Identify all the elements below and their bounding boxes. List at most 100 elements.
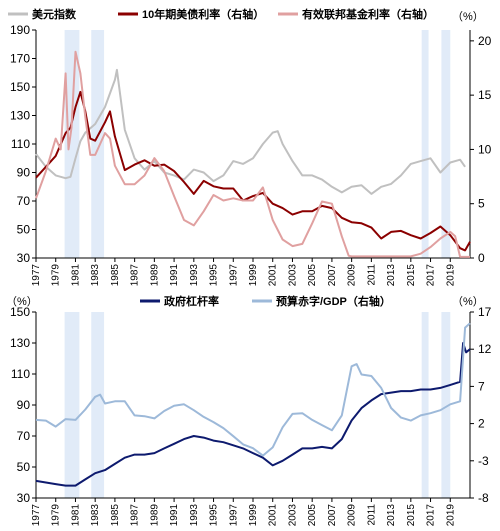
bottom-series-lines [35,322,471,487]
top-x-tick-label: 1981 [70,264,81,287]
bottom-left-tick-label: 50 [17,460,31,474]
top-right-tick-label: 20 [478,34,492,48]
bottom-x-tick-label: 2009 [347,504,358,527]
bottom-x-tick-label: 1999 [248,504,259,527]
top-x-tick-label: 1979 [51,264,62,287]
bottom-left-tick-label: 90 [17,398,31,412]
bottom-right-tick-label: 7 [478,379,485,393]
top-x-tick-label: 1989 [149,264,160,287]
top-right-tick-labels: 0 5 10 15 20 [470,34,492,265]
top-left-tick-labels: 30 50 70 90 110 130 150 170 190 [10,23,36,265]
top-x-tick-label: 1977 [31,264,42,287]
bottom-x-tick-label: 1987 [130,504,141,527]
top-shaded-period-3 [441,30,451,258]
bottom-left-unit: （%） [6,295,38,308]
top-right-tick-label: 0 [478,251,485,265]
legend-label-10y-yield: 10年期美债利率（右轴） [142,7,264,21]
legend-label-fed-funds: 有效联邦基金利率（右轴） [302,7,434,21]
top-x-tick-labels: 1977 1979 1981 1983 1985 1987 1989 1991 1993 1995… [31,258,456,286]
top-x-tick-label: 2007 [327,264,338,287]
top-shaded-period-1 [91,30,105,258]
top-left-tick-label: 110 [11,137,30,151]
bottom-right-tick-label: 12 [478,342,492,356]
bottom-left-tick-label: 130 [10,336,30,350]
top-left-tick-label: 130 [10,109,30,123]
top-left-tick-label: 150 [10,80,30,94]
bottom-right-tick-label: -8 [478,491,489,505]
bottom-shaded-periods [64,312,451,498]
top-x-tick-label: 2009 [347,264,358,287]
top-x-tick-label: 1991 [169,264,180,287]
top-shaded-period-2 [421,30,429,258]
bottom-chart-panel: 30 50 70 90 110 130 150 -8 -3 2 7 12 17 1977 1979 198… [6,294,492,526]
bottom-x-tick-label: 1995 [209,504,220,527]
top-shaded-periods [64,30,451,258]
bottom-x-tick-label: 1993 [189,504,200,527]
bottom-shaded-period-1 [91,312,105,498]
top-right-tick-label: 5 [478,197,485,211]
bottom-right-unit: （%） [452,295,484,308]
bottom-x-tick-label: 1983 [90,504,101,527]
top-right-tick-label: 10 [478,142,492,156]
bottom-x-tick-label: 2015 [406,504,417,527]
bottom-series-line-1 [35,322,471,457]
top-legend: 美元指数 10年期美债利率（右轴） 有效联邦基金利率（右轴） [8,7,434,21]
bottom-right-tick-labels: -8 -3 2 7 12 17 [470,305,492,505]
bottom-x-tick-label: 2007 [327,504,338,527]
legend-label-deficit-gdp: 预算赤字/GDP（右轴） [276,294,391,308]
top-x-tick-label: 2015 [406,264,417,287]
top-x-tick-label: 2017 [426,264,437,287]
top-series-line-2 [35,50,470,258]
bottom-left-tick-label: 30 [17,491,31,505]
bottom-x-tick-label: 1979 [51,504,62,527]
top-x-tick-label: 2013 [386,264,397,287]
bottom-x-tick-label: 2019 [445,504,456,527]
top-x-tick-label: 1999 [248,264,259,287]
bottom-legend: 政府杠杆率 预算赤字/GDP（右轴） [140,294,391,308]
bottom-x-tick-label: 1997 [228,504,239,527]
top-left-tick-label: 50 [17,223,31,237]
bottom-left-tick-labels: 30 50 70 90 110 130 150 [10,305,36,505]
legend-label-gov-leverage: 政府杠杆率 [164,294,219,308]
bottom-x-tick-label: 2001 [268,504,279,527]
bottom-series-line-0 [35,342,471,487]
top-left-tick-label: 70 [17,194,31,208]
top-x-tick-label: 2019 [445,264,456,287]
top-x-tick-label: 1987 [130,264,141,287]
top-left-tick-label: 190 [10,23,30,37]
top-left-tick-label: 170 [10,52,30,66]
top-series-line-0 [35,68,466,195]
top-x-tick-label: 2003 [287,264,298,287]
bottom-x-tick-labels: 1977 1979 1981 1983 1985 1987 1989 1991 1993 1995… [31,498,456,526]
bottom-x-tick-label: 1989 [149,504,160,527]
legend-label-dollar-index: 美元指数 [32,7,77,21]
bottom-x-tick-label: 2017 [426,504,437,527]
bottom-shaded-period-3 [441,312,451,498]
bottom-x-tick-label: 2003 [287,504,298,527]
top-right-tick-label: 15 [478,88,492,102]
bottom-x-tick-label: 2005 [307,504,318,527]
bottom-right-tick-label: 2 [478,417,485,431]
top-x-tick-label: 1997 [228,264,239,287]
top-right-unit: （%） [452,10,484,23]
top-x-tick-label: 2005 [307,264,318,287]
top-series-lines [35,50,471,258]
bottom-x-tick-label: 1991 [169,504,180,527]
top-series-line-1 [35,90,471,252]
top-x-tick-label: 1983 [90,264,101,287]
bottom-right-tick-label: 17 [478,305,492,319]
top-x-tick-label: 2011 [366,264,377,286]
top-x-tick-label: 2001 [268,264,279,287]
top-shaded-period-0 [64,30,80,258]
bottom-x-tick-label: 1985 [110,504,121,527]
bottom-x-tick-label: 1977 [31,504,42,527]
bottom-x-tick-label: 1981 [70,504,81,527]
bottom-x-tick-label: 2011 [366,504,377,526]
bottom-left-tick-label: 110 [11,367,30,381]
top-x-tick-label: 1985 [110,264,121,287]
bottom-left-tick-label: 150 [10,305,30,319]
bottom-shaded-period-2 [421,312,429,498]
bottom-left-tick-label: 70 [17,429,31,443]
